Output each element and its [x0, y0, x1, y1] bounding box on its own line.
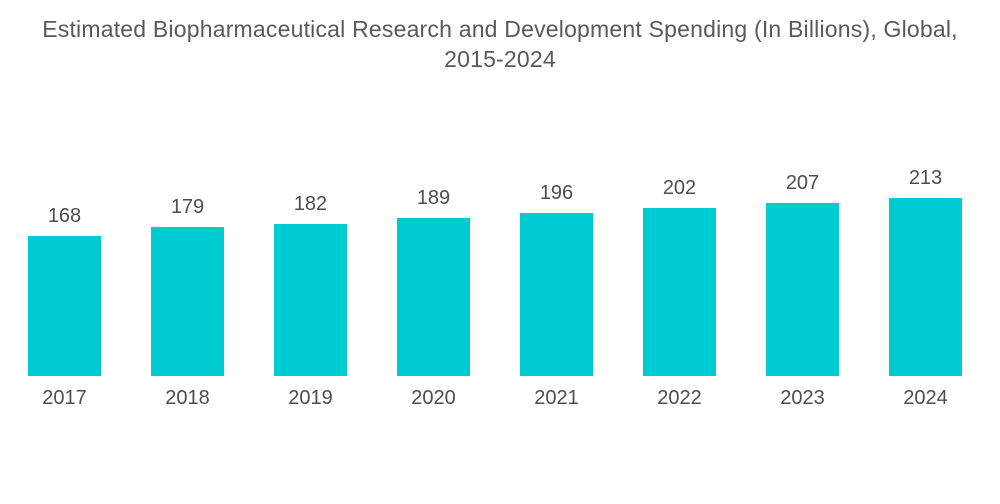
bar-2024	[889, 198, 962, 376]
chart-title-line2: 2015-2024	[444, 46, 556, 72]
bar-2019	[274, 224, 347, 376]
bar-value-label: 179	[170, 195, 205, 218]
bar-column: 168 2017	[3, 0, 126, 416]
x-axis-tick-label: 2021	[534, 387, 579, 409]
bar-column: 182 2019	[249, 0, 372, 416]
chart-title: Estimated Biopharmaceutical Research and…	[0, 14, 1000, 74]
bar-value-label: 213	[908, 167, 943, 190]
bar-2022	[643, 207, 716, 376]
chart-title-line1: Estimated Biopharmaceutical Research and…	[42, 16, 958, 42]
bar-value-label: 207	[785, 172, 820, 195]
x-axis-tick-label: 2019	[288, 387, 333, 409]
bar-column: 202 2022	[618, 0, 741, 416]
bar-value-label: 202	[662, 176, 697, 199]
bar-chart: 168 2017 179 2018 182 2019 189 2020 196 2021 202 20…	[3, 0, 987, 416]
bar-column: 196 2021	[495, 0, 618, 416]
bar-column: 179 2018	[126, 0, 249, 416]
x-axis-tick-label: 2023	[780, 387, 825, 409]
bar-column: 213 2024	[864, 0, 987, 416]
x-axis-tick-label: 2024	[903, 387, 948, 409]
x-axis-tick-label: 2020	[411, 387, 456, 409]
x-axis-tick-label: 2017	[42, 387, 87, 409]
bar-value-label: 189	[416, 187, 451, 210]
bar-2021	[520, 212, 593, 376]
bar-value-label: 168	[47, 204, 82, 227]
bar-2018	[151, 226, 224, 376]
x-axis-tick-label: 2018	[165, 387, 210, 409]
bar-2023	[766, 203, 839, 376]
bar-value-label: 182	[293, 193, 328, 216]
bar-column: 207 2023	[741, 0, 864, 416]
bar-2017	[28, 235, 101, 376]
bar-value-label: 196	[539, 181, 574, 204]
x-axis-tick-label: 2022	[657, 387, 702, 409]
bar-2020	[397, 218, 470, 376]
bar-column: 189 2020	[372, 0, 495, 416]
